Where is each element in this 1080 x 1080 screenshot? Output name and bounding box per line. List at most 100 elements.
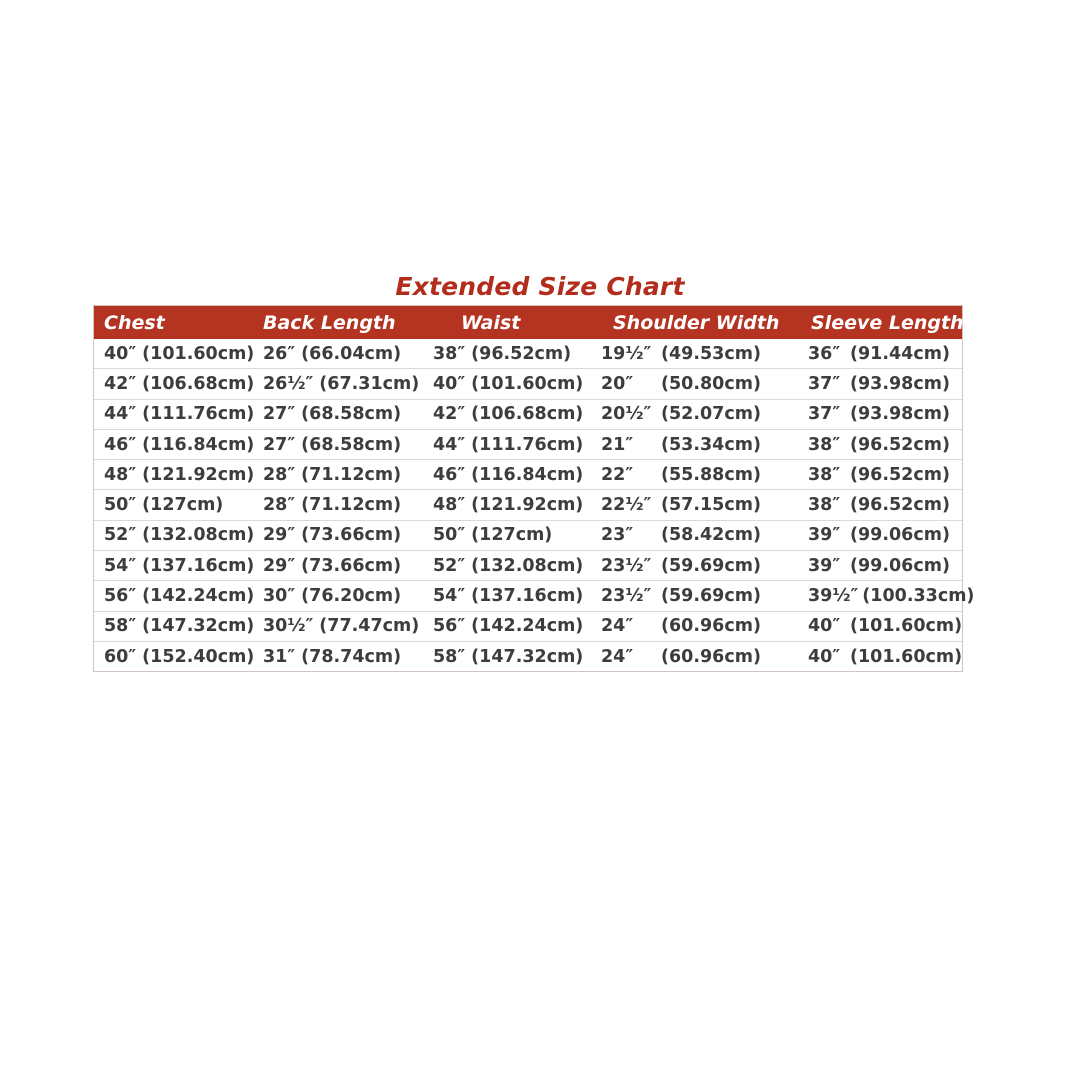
cell-inches: 40″ [808, 646, 841, 667]
cell-inches: 40″ [433, 373, 466, 394]
size-chart-section: Extended Size Chart Chest Back Length Wa… [93, 272, 974, 673]
cell-inches: 26½″ [263, 373, 314, 394]
cell-waist: 56″ (142.24cm) [433, 616, 601, 636]
table-row: 52″ (132.08cm) 29″ (73.66cm) 50″ (127cm) 23… [94, 520, 964, 552]
cell-inches: 52″ [104, 525, 137, 546]
cell-inches: 46″ [104, 434, 137, 455]
cell-back-length: 28″ (71.12cm) [263, 495, 433, 515]
cell-inches: 19½″ [601, 343, 652, 364]
cell-shoulder-width: 24″ (60.96cm) [601, 616, 808, 636]
cell-inches: 52″ [433, 555, 466, 576]
cell-centimeters: (111.76cm) [142, 404, 255, 425]
cell-shoulder-width: 20½″ (52.07cm) [601, 404, 808, 424]
cell-inches: 54″ [104, 555, 137, 576]
cell-centimeters: (68.58cm) [301, 404, 402, 425]
column-header-shoulder-width: Shoulder Width [613, 311, 780, 334]
cell-waist: 48″ (121.92cm) [433, 495, 601, 515]
cell-centimeters: (142.24cm) [142, 586, 255, 607]
cell-chest: 50″ (127cm) [104, 495, 263, 515]
cell-chest: 42″ (106.68cm) [104, 374, 263, 394]
cell-sleeve-length: 39″ (99.06cm) [808, 525, 964, 545]
cell-centimeters: (50.80cm) [661, 373, 761, 394]
cell-back-length: 27″ (68.58cm) [263, 404, 433, 424]
cell-centimeters: (66.04cm) [301, 343, 402, 364]
size-chart-table: Chest Back Length Waist Shoulder Width S… [93, 305, 974, 673]
table-body: 40″ (101.60cm) 26″ (66.04cm) 38″ (96.52cm) … [94, 339, 974, 672]
cell-centimeters: (76.20cm) [301, 586, 402, 607]
cell-waist: 46″ (116.84cm) [433, 465, 601, 485]
table-row: 40″ (101.60cm) 26″ (66.04cm) 38″ (96.52cm) … [94, 339, 962, 370]
cell-sleeve-length: 38″ (96.52cm) [808, 495, 964, 515]
cell-inches: 30″ [263, 586, 296, 607]
cell-centimeters: (57.15cm) [661, 495, 761, 516]
cell-centimeters: (73.66cm) [301, 525, 402, 546]
cell-centimeters: (59.69cm) [661, 555, 761, 576]
cell-shoulder-width: 22½″ (57.15cm) [601, 495, 808, 515]
cell-inches: 22″ [601, 464, 634, 485]
table-row: 50″ (127cm) 28″ (71.12cm) 48″ (121.92cm) 22… [94, 490, 964, 521]
cell-inches: 38″ [808, 495, 841, 516]
cell-waist: 52″ (132.08cm) [433, 556, 601, 576]
table-row: 60″ (152.40cm) 31″ (78.74cm) 58″ (147.32cm)… [94, 641, 963, 672]
cell-waist: 44″ (111.76cm) [433, 435, 601, 455]
cell-back-length: 28″ (71.12cm) [263, 465, 433, 485]
cell-centimeters: (142.24cm) [471, 616, 584, 637]
cell-back-length: 26″ (66.04cm) [263, 344, 433, 364]
table-row: 48″ (121.92cm) 28″ (71.12cm) 46″ (116.84cm)… [94, 460, 962, 491]
cell-centimeters: (96.52cm) [471, 343, 572, 364]
cell-waist: 54″ (137.16cm) [433, 586, 601, 606]
column-header-back-length: Back Length [263, 311, 396, 334]
cell-centimeters: (106.68cm) [471, 404, 584, 425]
cell-inches: 48″ [433, 495, 466, 516]
column-header-sleeve-length: Sleeve Length [811, 311, 964, 334]
cell-inches: 50″ [433, 525, 466, 546]
cell-centimeters: (59.69cm) [661, 586, 761, 607]
cell-inches: 42″ [433, 404, 466, 425]
cell-centimeters: (68.58cm) [301, 434, 402, 455]
cell-inches: 39½″ [808, 586, 859, 607]
cell-centimeters: (60.96cm) [661, 616, 761, 637]
cell-shoulder-width: 19½″ (49.53cm) [601, 344, 808, 364]
table-row: 58″ (147.32cm) 30½″ (77.47cm) 56″ (142.24cm… [94, 611, 964, 642]
cell-centimeters: (121.92cm) [471, 495, 584, 516]
cell-inches: 38″ [433, 343, 466, 364]
table-row: 44″ (111.76cm) 27″ (68.58cm) 42″ (106.68cm)… [94, 399, 962, 430]
cell-shoulder-width: 24″ (60.96cm) [601, 647, 808, 667]
cell-chest: 46″ (116.84cm) [104, 435, 263, 455]
cell-back-length: 26½″ (67.31cm) [263, 374, 433, 394]
cell-chest: 48″ (121.92cm) [104, 465, 263, 485]
cell-centimeters: (78.74cm) [301, 646, 402, 667]
cell-chest: 56″ (142.24cm) [104, 586, 263, 606]
cell-centimeters: (60.96cm) [661, 646, 761, 667]
cell-inches: 39″ [808, 555, 841, 576]
cell-inches: 48″ [104, 464, 137, 485]
cell-inches: 27″ [263, 434, 296, 455]
cell-centimeters: (101.60cm) [850, 646, 963, 667]
cell-centimeters: (101.60cm) [471, 373, 584, 394]
cell-inches: 37″ [808, 373, 841, 394]
cell-chest: 54″ (137.16cm) [104, 556, 263, 576]
cell-inches: 23″ [601, 525, 634, 546]
cell-centimeters: (106.68cm) [142, 373, 255, 394]
cell-centimeters: (137.16cm) [142, 555, 255, 576]
cell-shoulder-width: 22″ (55.88cm) [601, 465, 808, 485]
cell-shoulder-width: 23½″ (59.69cm) [601, 586, 808, 606]
cell-inches: 56″ [104, 586, 137, 607]
cell-inches: 58″ [433, 646, 466, 667]
table-header-row: Chest Back Length Waist Shoulder Width S… [94, 306, 964, 339]
cell-inches: 44″ [433, 434, 466, 455]
cell-inches: 31″ [263, 646, 296, 667]
table-row: 46″ (116.84cm) 27″ (68.58cm) 44″ (111.76cm)… [94, 429, 962, 461]
cell-sleeve-length: 40″ (101.60cm) [808, 616, 964, 636]
cell-shoulder-width: 23″ (58.42cm) [601, 525, 808, 545]
cell-centimeters: (121.92cm) [142, 464, 255, 485]
cell-centimeters: (116.84cm) [471, 464, 584, 485]
cell-inches: 42″ [104, 373, 137, 394]
cell-centimeters: (96.52cm) [850, 434, 950, 455]
cell-inches: 44″ [104, 404, 137, 425]
cell-inches: 38″ [808, 434, 841, 455]
cell-sleeve-length: 37″ (93.98cm) [808, 374, 964, 394]
cell-inches: 24″ [601, 646, 634, 667]
cell-centimeters: (49.53cm) [661, 343, 761, 364]
cell-shoulder-width: 20″ (50.80cm) [601, 374, 808, 394]
